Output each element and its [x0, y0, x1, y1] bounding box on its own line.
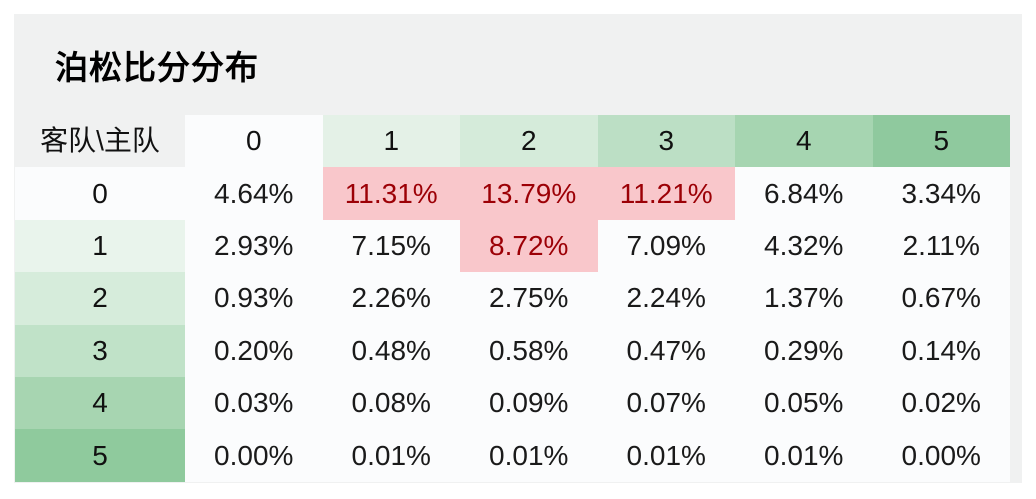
matrix-cell-1-0: 2.93%: [185, 219, 323, 273]
corner-header: 客队\主队: [40, 125, 160, 157]
matrix-cell-2-4: 1.37%: [735, 272, 873, 325]
matrix-cell-1-3: 7.09%: [597, 219, 735, 273]
row-header-4: 4: [15, 376, 185, 430]
matrix-cell-0-5: 3.34%: [872, 167, 1010, 220]
matrix-cell-4-3: 0.07%: [597, 376, 735, 430]
matrix-cell-2-2: 2.75%: [460, 272, 598, 325]
row-header-1: 1: [15, 219, 185, 273]
matrix-cell-5-1: 0.01%: [322, 429, 460, 482]
col-header-2: 2: [460, 115, 598, 168]
matrix-cell-3-3: 0.47%: [597, 324, 735, 377]
matrix-cell-1-4: 4.32%: [735, 219, 873, 273]
matrix-cell-4-0: 0.03%: [185, 376, 323, 430]
col-header-1: 1: [322, 115, 460, 168]
matrix-cell-3-1: 0.48%: [322, 324, 460, 377]
matrix-cell-3-2: 0.58%: [460, 324, 598, 377]
matrix-cell-4-4: 0.05%: [735, 376, 873, 430]
matrix-cell-1-2: 8.72%: [460, 219, 598, 273]
matrix-cell-5-0: 0.00%: [185, 429, 323, 482]
row-header-5: 5: [15, 429, 185, 482]
poisson-score-card: 泊松比分分布 客队\主队 0 1 2 3 4 5 0 4.64% 11.31% 13.79% 11.2…: [14, 14, 1022, 483]
score-distribution-matrix: 客队\主队 0 1 2 3 4 5 0 4.64% 11.31% 13.79% 11.21% 6.84%…: [15, 115, 1010, 482]
matrix-cell-0-3: 11.21%: [597, 167, 735, 220]
row-header-3: 3: [15, 324, 185, 377]
matrix-cell-4-1: 0.08%: [322, 376, 460, 430]
col-header-5: 5: [872, 115, 1010, 168]
matrix-cell-2-0: 0.93%: [185, 272, 323, 325]
matrix-cell-5-5: 0.00%: [872, 429, 1010, 482]
row-header-2: 2: [15, 272, 185, 325]
card-title: 泊松比分分布: [55, 49, 259, 86]
col-header-0: 0: [185, 115, 323, 168]
row-header-0: 0: [15, 167, 185, 220]
matrix-cell-2-3: 2.24%: [597, 272, 735, 325]
col-header-3: 3: [597, 115, 735, 168]
matrix-cell-2-1: 2.26%: [322, 272, 460, 325]
matrix-cell-0-4: 6.84%: [735, 167, 873, 220]
matrix-cell-5-4: 0.01%: [735, 429, 873, 482]
matrix-cell-3-0: 0.20%: [185, 324, 323, 377]
matrix-cell-5-3: 0.01%: [597, 429, 735, 482]
matrix-cell-3-4: 0.29%: [735, 324, 873, 377]
matrix-cell-1-5: 2.11%: [872, 219, 1010, 273]
col-header-4: 4: [735, 115, 873, 168]
matrix-cell-4-5: 0.02%: [872, 376, 1010, 430]
matrix-cell-3-5: 0.14%: [872, 324, 1010, 377]
matrix-cell-0-1: 11.31%: [322, 167, 460, 220]
matrix-cell-0-2: 13.79%: [460, 167, 598, 220]
matrix-cell-5-2: 0.01%: [460, 429, 598, 482]
matrix-cell-0-0: 4.64%: [185, 167, 323, 220]
matrix-cell-1-1: 7.15%: [322, 219, 460, 273]
matrix-cell-2-5: 0.67%: [872, 272, 1010, 325]
matrix-cell-4-2: 0.09%: [460, 376, 598, 430]
